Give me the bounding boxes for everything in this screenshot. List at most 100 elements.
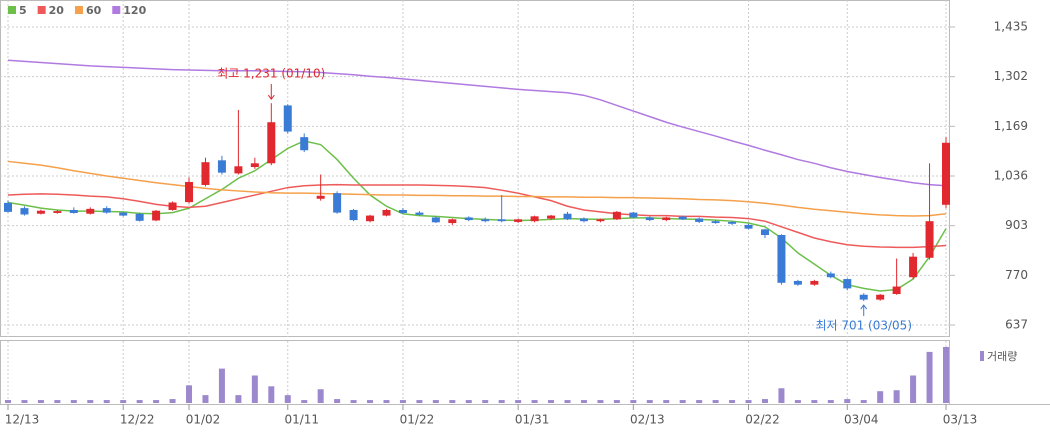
volume-bar	[120, 400, 127, 403]
volume-bar	[432, 400, 439, 403]
volume-bar	[646, 400, 653, 403]
annotation-arrow	[267, 84, 275, 101]
ma-line	[7, 160, 947, 217]
annotation: 최저 701 (03/05)	[815, 319, 912, 333]
candle-body	[119, 212, 128, 216]
x-tick-label: 01/02	[186, 413, 221, 427]
volume-bar	[943, 347, 949, 403]
x-tick-label: 01/11	[284, 413, 319, 427]
candle-body	[464, 217, 473, 221]
volume-panel	[0, 340, 950, 405]
volume-bar	[268, 386, 275, 403]
candle-body	[892, 286, 901, 295]
volume-bar	[827, 400, 834, 403]
volume-bar	[5, 400, 11, 403]
candle-body	[53, 211, 62, 213]
candle-body	[152, 210, 161, 221]
candle-body	[267, 122, 276, 164]
volume-bar	[663, 400, 670, 403]
volume-bar	[70, 400, 77, 403]
volume-bar	[416, 400, 423, 403]
y-tick-label: 1,435	[994, 20, 1028, 34]
volume-bar	[564, 400, 571, 403]
ma-line	[7, 183, 947, 249]
volume-bar	[679, 400, 686, 403]
x-tick-label: 03/13	[943, 413, 978, 427]
x-tick-label: 12/22	[120, 413, 155, 427]
candle-body	[4, 202, 12, 212]
legend-swatch	[8, 6, 16, 14]
volume-bar	[482, 400, 489, 403]
candle-body	[217, 160, 226, 173]
candle-body	[448, 219, 457, 224]
candle-body	[793, 280, 802, 285]
candle-body	[497, 219, 506, 222]
y-tick-label: 1,169	[994, 119, 1028, 133]
candle-body	[826, 273, 835, 278]
volume-bar	[350, 400, 357, 403]
candle-body	[481, 219, 490, 222]
candle-body	[234, 166, 243, 174]
y-tick-label: 1,302	[994, 69, 1028, 83]
volume-bar	[712, 400, 719, 403]
candle-body	[596, 219, 605, 222]
candle-body	[201, 162, 210, 185]
candle-body	[925, 221, 934, 258]
volume-bar	[186, 385, 193, 403]
candle-body	[514, 219, 523, 222]
candle-body	[349, 209, 358, 221]
legend-label: 5	[19, 4, 27, 17]
volume-bar	[630, 400, 637, 403]
x-tick-label: 03/04	[844, 413, 879, 427]
volume-bar	[284, 395, 291, 403]
volume-bar	[597, 400, 604, 403]
ma-line	[7, 140, 947, 292]
volume-bar	[383, 400, 390, 403]
y-tick-label: 637	[1005, 318, 1028, 332]
candle-body	[579, 218, 588, 222]
candle-body	[86, 208, 95, 214]
volume-bar	[449, 400, 456, 403]
volume-bar	[218, 368, 225, 403]
candle-body	[645, 217, 654, 221]
candle-body	[69, 209, 78, 213]
volume-bar	[860, 400, 867, 403]
candle-body	[612, 211, 621, 220]
legend-swatch	[112, 6, 121, 14]
candle-body	[629, 212, 638, 218]
volume-bar	[531, 400, 538, 403]
candle-body	[777, 235, 786, 283]
legend-label: 20	[49, 4, 65, 17]
volume-bar	[877, 391, 884, 403]
candle-body	[876, 294, 885, 300]
legend-swatch	[37, 6, 46, 14]
annotation: 최고 1,231 (01/10)	[217, 67, 325, 81]
candle-body	[135, 213, 144, 221]
candle-body	[530, 216, 539, 222]
x-tick-label: 02/13	[630, 413, 665, 427]
y-tick-label: 1,036	[994, 169, 1028, 183]
x-tick-label: 01/31	[515, 413, 550, 427]
candle-body	[185, 181, 194, 203]
volume-bar	[251, 375, 258, 403]
volume-bar	[87, 400, 94, 403]
candle-body	[744, 224, 753, 229]
volume-bar	[745, 400, 752, 403]
candle-body	[36, 210, 45, 214]
candle-body	[415, 212, 424, 215]
candle-body	[810, 280, 819, 285]
volume-bar	[317, 389, 324, 403]
volume-bar	[794, 400, 801, 403]
volume-bar	[498, 400, 505, 403]
volume-bar	[613, 400, 620, 403]
candle-body	[909, 256, 918, 278]
candle-body	[398, 209, 407, 213]
volume-bar	[910, 375, 917, 403]
candle-body	[662, 217, 671, 221]
candle-body	[366, 215, 375, 222]
candle-body	[547, 215, 556, 219]
candle-body	[333, 193, 342, 213]
volume-bar	[515, 400, 522, 403]
volume-bar	[926, 351, 933, 403]
